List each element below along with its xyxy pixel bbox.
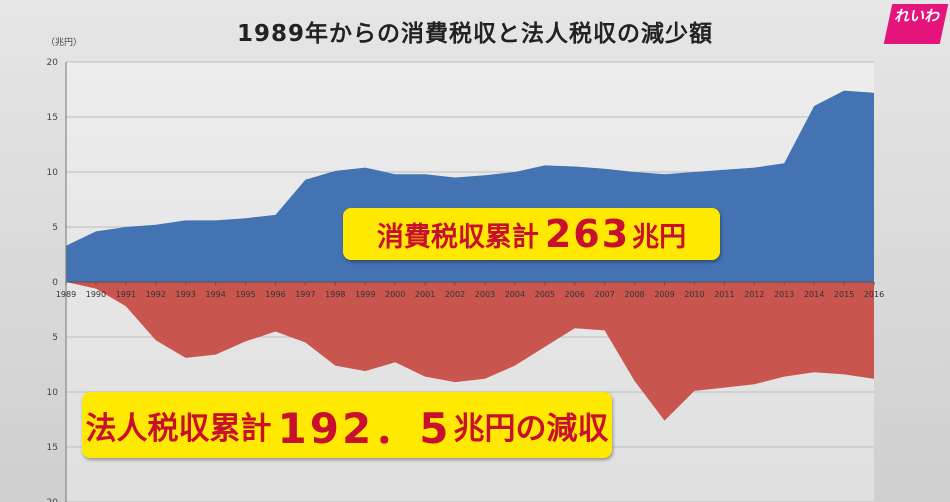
consumption-callout-value: 263 [544, 212, 631, 256]
x-tick-label-27: 2016 [864, 290, 884, 299]
reiwa-logo: れいわ [883, 4, 949, 44]
x-tick-label-22: 2011 [714, 290, 734, 299]
x-tick-label-23: 2012 [744, 290, 764, 299]
x-tick-label-20: 2009 [654, 290, 674, 299]
x-tick-label-24: 2013 [774, 290, 794, 299]
y-tick-label-0: 20 [47, 58, 59, 68]
x-tick-label-11: 2000 [385, 290, 405, 299]
x-tick-label-15: 2004 [505, 290, 525, 299]
x-tick-label-16: 2005 [535, 290, 555, 299]
axes [65, 62, 875, 502]
x-tick-label-7: 1996 [265, 290, 285, 299]
y-tick-label-7: 15 [47, 443, 58, 453]
y-tick-label-2: 10 [47, 168, 59, 178]
consumption-callout-suffix: 兆円 [632, 221, 687, 253]
consumption-total-callout: 消費税収累計 263 兆円 [343, 208, 720, 260]
x-tick-label-17: 2006 [565, 290, 585, 299]
x-tick-label-0: 1989 [56, 290, 76, 299]
x-tick-label-3: 1992 [146, 290, 166, 299]
x-tick-label-6: 1995 [235, 290, 255, 299]
x-tick-label-25: 2014 [804, 290, 824, 299]
x-tick-label-12: 2001 [415, 290, 435, 299]
y-tick-label-4: 0 [52, 278, 58, 288]
consumption-callout-label: 消費税収累計 [376, 221, 539, 253]
corporate-callout-suffix: 兆円の減収 [453, 410, 609, 447]
x-tick-label-18: 2007 [594, 290, 614, 299]
corporate-area [66, 282, 874, 421]
x-tick-label-13: 2002 [445, 290, 465, 299]
x-tick-label-26: 2015 [834, 290, 854, 299]
chart-title: 1989年からの消費税収と法人税収の減少額 [236, 21, 713, 47]
x-tick-label-2: 1991 [116, 290, 136, 299]
y-tick-label-8: 20 [47, 498, 59, 502]
y-unit-label: （兆円） [46, 38, 83, 48]
y-tick-label-5: 5 [52, 333, 58, 343]
x-tick-label-4: 1993 [176, 290, 196, 299]
x-tick-labels: 1989 1990 1991 1992 1993 1994 1995 1996 1997 1998… [56, 290, 884, 299]
x-tick-label-1: 1990 [86, 290, 106, 299]
x-tick-label-5: 1994 [205, 290, 225, 299]
y-tick-label-1: 15 [47, 113, 58, 123]
x-tick-label-19: 2008 [624, 290, 644, 299]
logo-text: れいわ [893, 7, 943, 25]
x-tick-label-14: 2003 [475, 290, 495, 299]
y-tick-labels: 20 15 10 5 0 5 10 15 20 [47, 58, 59, 502]
x-tick-label-8: 1997 [295, 290, 315, 299]
corporate-callout-label: 法人税収累計 [85, 410, 272, 447]
corporate-total-callout: 法人税収累計 192．5 兆円の減収 [82, 392, 612, 458]
corporate-callout-value: 192．5 [277, 403, 452, 453]
x-tick-label-10: 1999 [355, 290, 375, 299]
x-tick-label-9: 1998 [325, 290, 345, 299]
y-tick-label-6: 10 [47, 388, 59, 398]
x-tick-label-21: 2010 [684, 290, 704, 299]
y-tick-label-3: 5 [52, 223, 58, 233]
